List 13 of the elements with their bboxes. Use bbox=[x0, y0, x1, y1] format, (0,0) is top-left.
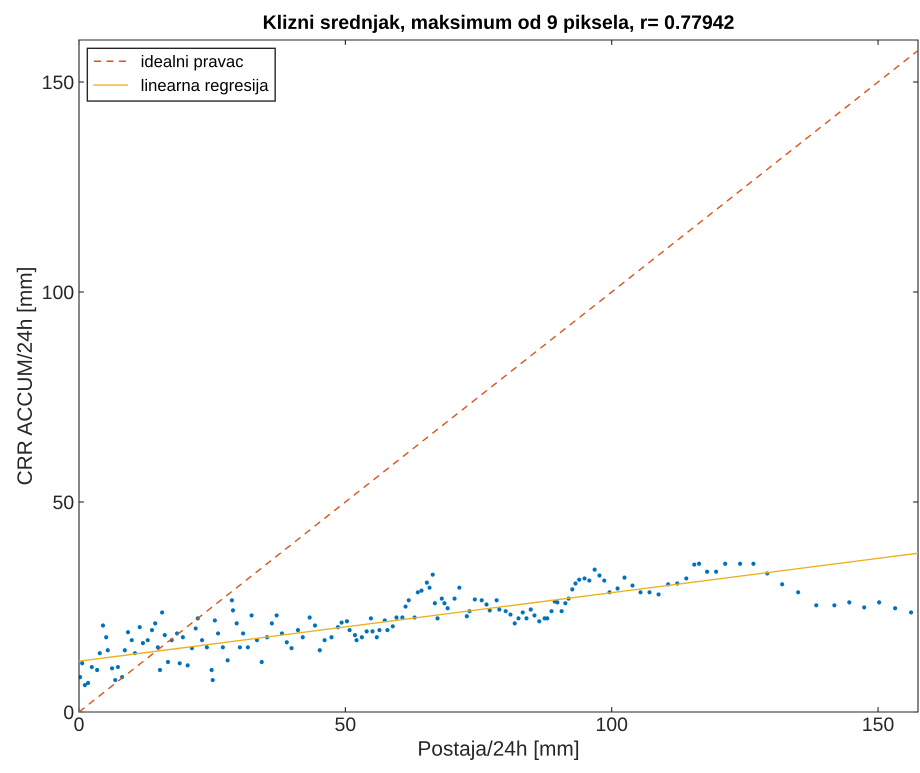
legend-label: idealni pravac bbox=[142, 55, 244, 71]
chart-title: Klizni srednjak, maksimum od 9 piksela, r= 0.77942 bbox=[264, 14, 734, 33]
x-tick-label: 0 bbox=[74, 717, 84, 732]
y-axis-title: CRR ACCUM/24h [mm] bbox=[16, 268, 36, 484]
x-axis-title: Postaja/24h [mm] bbox=[419, 740, 578, 760]
legend-label: linearna regresija bbox=[142, 78, 269, 94]
x-tick-label: 50 bbox=[335, 717, 356, 732]
x-tick-label: 100 bbox=[596, 717, 628, 732]
y-tick-label: 150 bbox=[43, 75, 74, 90]
x-tick-label: 150 bbox=[863, 717, 894, 732]
y-tick-label: 100 bbox=[43, 285, 74, 300]
y-tick-label: 0 bbox=[64, 705, 74, 720]
y-tick-label: 50 bbox=[53, 495, 74, 510]
